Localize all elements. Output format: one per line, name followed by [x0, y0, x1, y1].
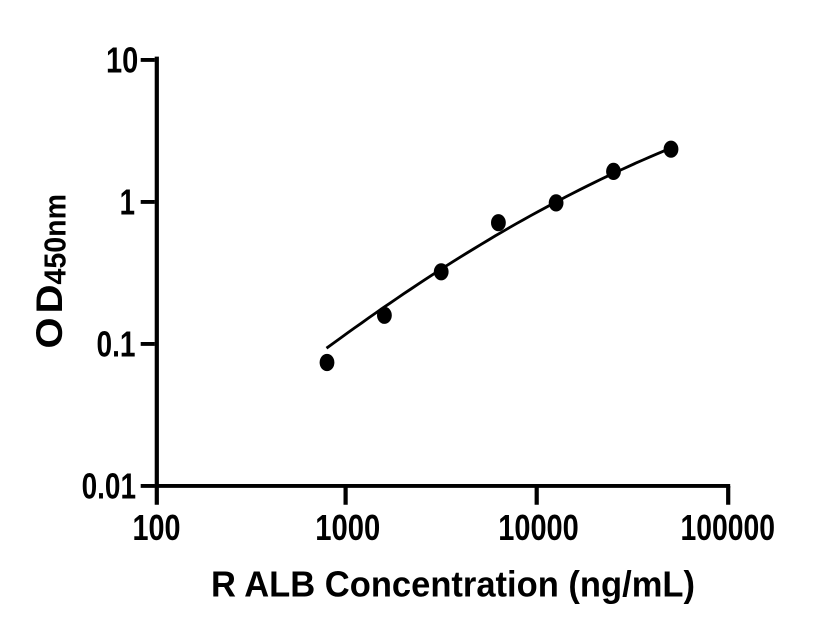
svg-text:10: 10 — [106, 40, 138, 81]
svg-text:0.1: 0.1 — [97, 324, 136, 365]
svg-text:1000: 1000 — [315, 507, 380, 548]
svg-text:10000: 10000 — [498, 507, 579, 548]
svg-text:R ALB Concentration (ng/mL): R ALB Concentration (ng/mL) — [211, 564, 695, 605]
svg-text:OD: OD — [29, 285, 70, 349]
svg-text:450nm: 450nm — [37, 194, 72, 285]
svg-text:0.01: 0.01 — [82, 466, 136, 507]
svg-text:100000: 100000 — [681, 507, 776, 548]
svg-text:100: 100 — [133, 507, 181, 548]
svg-text:1: 1 — [120, 182, 135, 223]
